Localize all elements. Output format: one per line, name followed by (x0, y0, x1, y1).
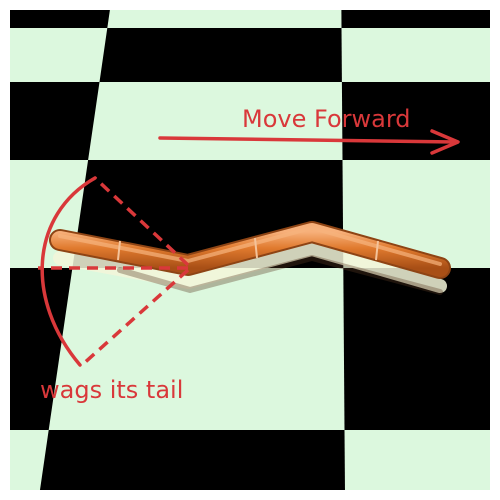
swimmer-body-highlight (58, 226, 442, 266)
swimmer-joint-3 (375, 240, 379, 261)
move-forward-label: Move Forward (242, 105, 411, 133)
floor-dark-tile (39, 430, 345, 490)
move-forward-annotation: Move Forward (158, 105, 460, 155)
tail-dashed-up (93, 176, 190, 267)
tail-arc (40, 176, 97, 367)
tail-label: wags its tail (40, 376, 183, 404)
swimmer-shadow (53, 242, 447, 293)
floor-dark-tile (10, 268, 73, 430)
swimmer-shadow-dark (117, 255, 443, 295)
swimmer-joint-2 (254, 237, 258, 259)
swimmer-joint-1 (117, 240, 121, 261)
floor-dark-tile (10, 82, 100, 160)
move-forward-arrow-head-icon (430, 129, 460, 155)
swimmer-agent[interactable] (49, 221, 451, 279)
floor-dark-tile (99, 28, 342, 82)
tail-dashed-down (80, 268, 190, 367)
tail-wag-annotation: wags its tail (38, 176, 190, 404)
floor-dark-tile (10, 10, 110, 28)
floor-dark-tile (341, 10, 490, 28)
floor-dark-tile (343, 268, 490, 430)
move-forward-arrow-shaft (158, 136, 458, 144)
swimmer-body-fill (51, 223, 449, 277)
